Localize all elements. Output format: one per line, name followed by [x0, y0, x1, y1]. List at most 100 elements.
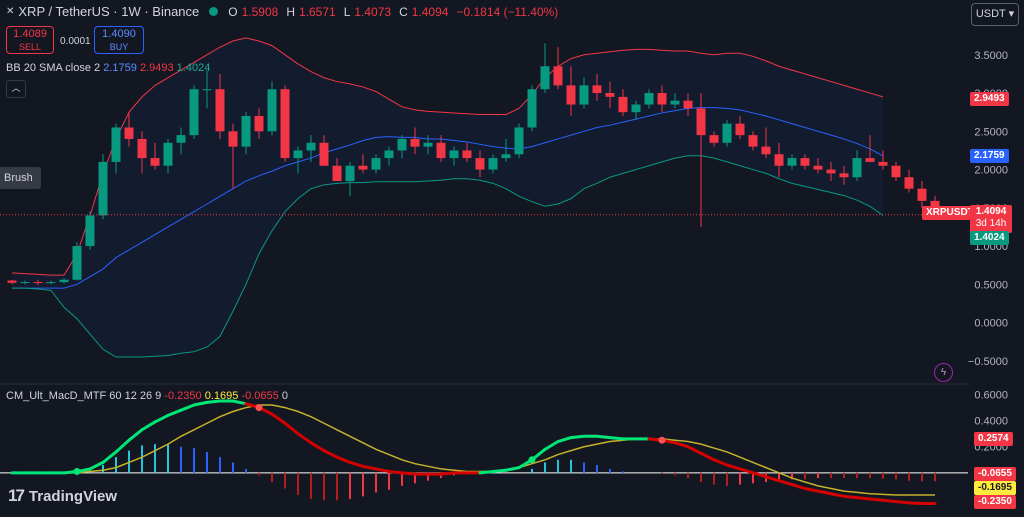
macd-histogram-bar [414, 472, 416, 484]
candle [852, 150, 862, 182]
candle-body [410, 138, 420, 147]
candle [865, 135, 875, 162]
macd-line-segment [569, 434, 586, 440]
candle-body [7, 280, 17, 283]
macd-line-segment [88, 460, 105, 471]
close-icon[interactable]: ✕ [6, 6, 15, 17]
macd-line-segment [283, 421, 300, 436]
candle [566, 66, 576, 116]
macd-histogram-bar [817, 472, 819, 479]
macd-histogram-bar [323, 472, 325, 501]
macd-line-segment [556, 436, 573, 444]
brand-name: TradingView [28, 487, 118, 505]
macd-line-segment [478, 470, 495, 475]
candle [657, 85, 667, 113]
candle [371, 154, 381, 174]
macd-value-4: 0 [281, 390, 288, 402]
candle-body [735, 123, 745, 136]
last-price-tag: 1.4094 3d 14h [970, 205, 1012, 233]
macd-legend[interactable]: CM_Ult_MacD_MTF 60 12 26 9 -0.2350 0.169… [6, 390, 288, 402]
macd-histogram-bar [700, 472, 702, 482]
macd-tick-label: 0.6000 [974, 390, 1008, 402]
tradingview-logo[interactable]: 17 TradingView [8, 486, 117, 506]
macd-histogram-bar [739, 472, 741, 485]
macd-histogram-bar [427, 472, 429, 481]
candle-body [579, 85, 589, 105]
macd-line-segment [842, 494, 859, 500]
candle-body [293, 150, 303, 159]
bb-upper-value: 2.9493 [139, 62, 174, 74]
candle [436, 135, 446, 162]
tradingview-icon: 17 [8, 486, 25, 505]
bar-countdown: 3d 14h [975, 218, 1007, 229]
candle [33, 279, 43, 286]
candle [839, 165, 849, 185]
symbol-title[interactable]: XRP / TetherUS · 1W · Binance [18, 4, 200, 19]
candle [202, 70, 212, 109]
buy-button[interactable]: 1.4090 BUY [94, 26, 144, 54]
macd-line-segment [322, 449, 339, 459]
macd-histogram-bar [674, 472, 676, 476]
last-price: 1.4094 [975, 206, 1007, 217]
candle-body [748, 135, 758, 147]
candle [553, 47, 563, 90]
candle-body [852, 158, 862, 178]
macd-histogram-bar [219, 457, 221, 473]
candle-body [371, 158, 381, 170]
candle [137, 131, 147, 174]
macd-line-segment [686, 445, 703, 455]
candle-body [150, 158, 160, 166]
chevron-up-icon[interactable]: ︿ [6, 80, 26, 98]
candle [761, 127, 771, 159]
macd-line-segment [140, 420, 157, 432]
macd-line-segment [803, 487, 820, 493]
macd-tag-4: -0.2350 [974, 495, 1016, 509]
candle-body [501, 154, 511, 159]
macd-line-segment [179, 403, 196, 412]
candle [878, 150, 888, 170]
candle [826, 161, 836, 182]
candle-body [254, 116, 264, 132]
symbol-tag: XRPUSDT [922, 206, 978, 220]
macd-histogram-bar [895, 472, 897, 480]
sell-button[interactable]: 1.4089 SELL [6, 26, 54, 54]
candle-body [449, 150, 459, 159]
sell-price: 1.4089 [13, 28, 47, 40]
candle [670, 93, 680, 109]
macd-line-segment [608, 436, 625, 441]
macd-histogram-bar [557, 459, 559, 473]
candle-body [761, 146, 771, 155]
price-tick-label: 0.0000 [974, 318, 1008, 330]
macd-histogram-bar [258, 472, 260, 476]
macd-line-segment [491, 468, 508, 474]
candle-body [644, 93, 654, 105]
candle-body [202, 89, 212, 91]
candle [280, 85, 290, 162]
bb-legend[interactable]: BB 20 SMA close 2 2.1759 2.9493 1.4024 [6, 62, 210, 74]
candle-body [917, 188, 927, 201]
bb-upper-tag: 2.9493 [970, 92, 1009, 106]
candle-body [475, 158, 485, 170]
macd-tag-1: 0.2574 [974, 432, 1013, 446]
open-value: 1.5908 [241, 4, 279, 19]
candle [618, 89, 628, 116]
lightning-icon[interactable]: ϟ [934, 363, 953, 382]
candle-body [878, 161, 888, 166]
macd-line-segment [543, 440, 560, 451]
candle [514, 123, 524, 159]
candle [72, 242, 82, 281]
macd-line-segment [270, 412, 287, 425]
candle [345, 161, 355, 197]
macd-value-1: -0.2350 [164, 390, 202, 402]
candle [475, 150, 485, 178]
candle-body [891, 165, 901, 178]
price-tick-label: 2.0000 [974, 165, 1008, 177]
candle [384, 146, 394, 166]
macd-name: CM_Ult_MacD_MTF 60 12 26 9 [6, 390, 162, 402]
high-label: H [286, 4, 295, 19]
candle-body [488, 158, 498, 170]
currency-select[interactable]: USDT ▾ [971, 3, 1019, 26]
macd-histogram-bar [791, 472, 793, 480]
macd-line-segment [699, 451, 716, 462]
